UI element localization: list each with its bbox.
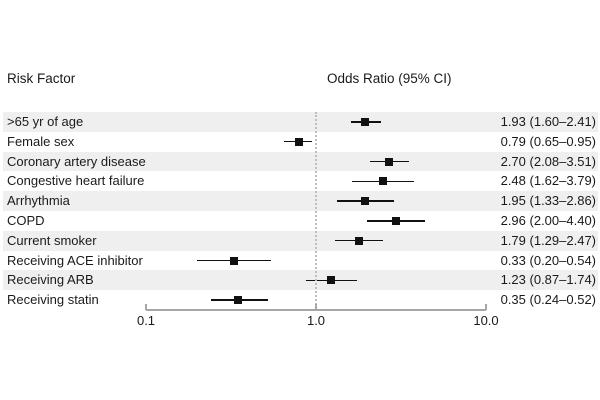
row-band xyxy=(3,230,598,251)
or-marker xyxy=(327,276,336,285)
or-value-label: 1.79 (1.29–2.47) xyxy=(500,232,596,248)
row-band xyxy=(3,191,598,211)
or-marker xyxy=(234,296,243,305)
row-band xyxy=(3,112,598,132)
or-value-label: 2.48 (1.62–3.79) xyxy=(500,173,596,189)
or-marker xyxy=(379,177,388,186)
or-marker xyxy=(360,117,369,126)
row-band xyxy=(3,270,598,291)
row-label: Coronary artery disease xyxy=(7,153,146,169)
row-label: Congestive heart failure xyxy=(7,173,145,189)
odds-ratio-column-header: Odds Ratio (95% CI) xyxy=(327,71,452,86)
or-marker xyxy=(294,137,303,146)
or-value-label: 0.33 (0.20–0.54) xyxy=(500,252,596,268)
or-value-label: 1.95 (1.33–2.86) xyxy=(500,193,596,209)
row-label: Arrhythmia xyxy=(7,193,70,209)
or-value-label: 1.93 (1.60–2.41) xyxy=(500,114,596,129)
or-marker xyxy=(392,216,401,225)
x-axis-tick xyxy=(485,303,487,310)
x-axis-tick-label: 10.0 xyxy=(473,313,499,328)
or-marker xyxy=(385,157,394,166)
x-axis-tick xyxy=(145,303,147,310)
x-axis-line xyxy=(146,309,486,311)
or-value-label: 1.23 (0.87–1.74) xyxy=(500,272,596,288)
risk-factor-column-header: Risk Factor xyxy=(7,71,76,86)
or-value-label: 2.96 (2.00–4.40) xyxy=(500,213,596,228)
row-label: Receiving ARB xyxy=(7,272,94,288)
row-label: Receiving ACE inhibitor xyxy=(7,252,143,268)
row-label: >65 yr of age xyxy=(7,114,84,129)
reference-line xyxy=(315,112,317,309)
or-value-label: 0.79 (0.65–0.95) xyxy=(500,133,596,149)
row-band xyxy=(3,151,598,172)
row-label: Current smoker xyxy=(7,232,97,248)
or-value-label: 2.70 (2.08–3.51) xyxy=(500,153,596,169)
row-label: Female sex xyxy=(7,133,75,149)
or-marker xyxy=(230,256,239,265)
x-axis-tick xyxy=(315,303,317,310)
x-axis-tick-label: 1.0 xyxy=(306,313,326,328)
or-value-label: 0.35 (0.24–0.52) xyxy=(500,292,596,308)
or-marker xyxy=(361,197,370,206)
row-label: COPD xyxy=(7,213,45,228)
x-axis-tick-label: 0.1 xyxy=(136,313,156,328)
or-marker xyxy=(354,236,363,245)
row-label: Receiving statin xyxy=(7,292,99,308)
